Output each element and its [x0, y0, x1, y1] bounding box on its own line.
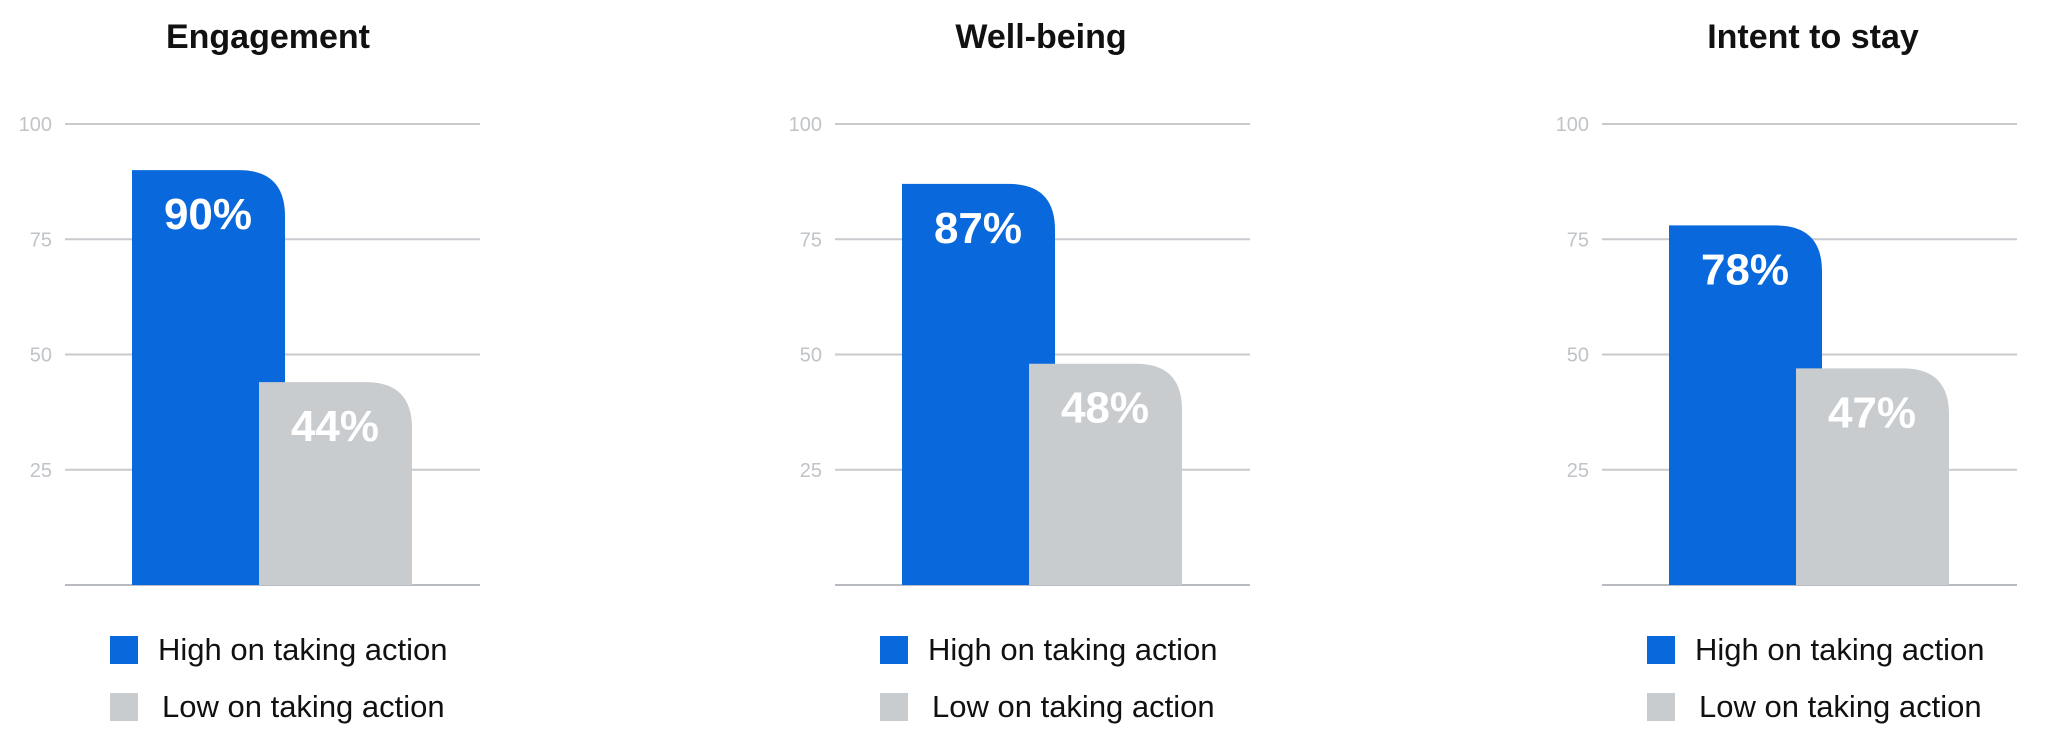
- bar-low: [1796, 368, 1949, 585]
- y-tick-label-25: 25: [30, 460, 52, 482]
- legend-label-high: High on taking action: [158, 632, 448, 667]
- data-label-high: 90%: [164, 190, 252, 239]
- legend-swatch-high: [110, 636, 138, 664]
- data-label-low: 47%: [1828, 388, 1916, 437]
- legend-item-high: High on taking action: [110, 632, 448, 667]
- data-label-low: 48%: [1061, 384, 1149, 433]
- bar-high: [902, 183, 1055, 585]
- y-tick-label-25: 25: [1567, 460, 1589, 482]
- legend-swatch-low: [110, 693, 138, 721]
- legend-swatch-high: [1647, 636, 1675, 664]
- bar-chart: 25 50 75 100 90% 44%: [19, 114, 480, 586]
- y-tick-label-50: 50: [30, 345, 52, 367]
- data-label-high: 78%: [1701, 245, 1789, 294]
- y-tick-label-100: 100: [789, 114, 822, 136]
- legend-item-low: Low on taking action: [110, 689, 445, 724]
- legend-label-low: Low on taking action: [162, 689, 445, 724]
- bar-chart: 25 50 75 100 87% 48%: [789, 114, 1250, 586]
- chart-title: Intent to stay: [1707, 18, 1919, 56]
- y-tick-label-75: 75: [1567, 229, 1589, 251]
- y-tick-label-75: 75: [30, 229, 52, 251]
- y-tick-label-100: 100: [1556, 114, 1589, 136]
- y-tick-label-100: 100: [19, 114, 52, 136]
- legend-item-high: High on taking action: [880, 632, 1218, 667]
- y-tick-label-50: 50: [800, 345, 822, 367]
- y-tick-label-25: 25: [800, 460, 822, 482]
- legend-item-high: High on taking action: [1647, 632, 1985, 667]
- legend-item-low: Low on taking action: [880, 689, 1215, 724]
- data-label-low: 44%: [291, 402, 379, 451]
- legend-swatch-low: [880, 693, 908, 721]
- bar-high: [132, 170, 285, 585]
- legend-swatch-low: [1647, 693, 1675, 721]
- legend-label-low: Low on taking action: [932, 689, 1215, 724]
- legend-label-low: Low on taking action: [1699, 689, 1982, 724]
- legend-label-high: High on taking action: [1695, 632, 1985, 667]
- bar-low: [259, 382, 412, 585]
- bar-low: [1029, 363, 1182, 585]
- bar-chart: 25 50 75 100 78% 47%: [1556, 114, 2017, 586]
- bar-high: [1669, 225, 1822, 586]
- legend-swatch-high: [880, 636, 908, 664]
- chart-panel-intent-to-stay: Intent to stay 25 50 75 100 78% 47% High on t…: [1537, 0, 2048, 749]
- chart-title: Well-being: [955, 18, 1127, 56]
- chart-title: Engagement: [165, 18, 371, 56]
- data-label-high: 87%: [934, 204, 1022, 253]
- legend-label-high: High on taking action: [928, 632, 1218, 667]
- legend-item-low: Low on taking action: [1647, 689, 1982, 724]
- y-tick-label-75: 75: [800, 229, 822, 251]
- chart-panel-well-being: Well-being 25 50 75 100 87% 48% High on takin…: [770, 0, 1290, 749]
- chart-panel-engagement: Engagement 25 50 75 100 90% 44% High on takin…: [0, 0, 520, 749]
- y-tick-label-50: 50: [1567, 345, 1589, 367]
